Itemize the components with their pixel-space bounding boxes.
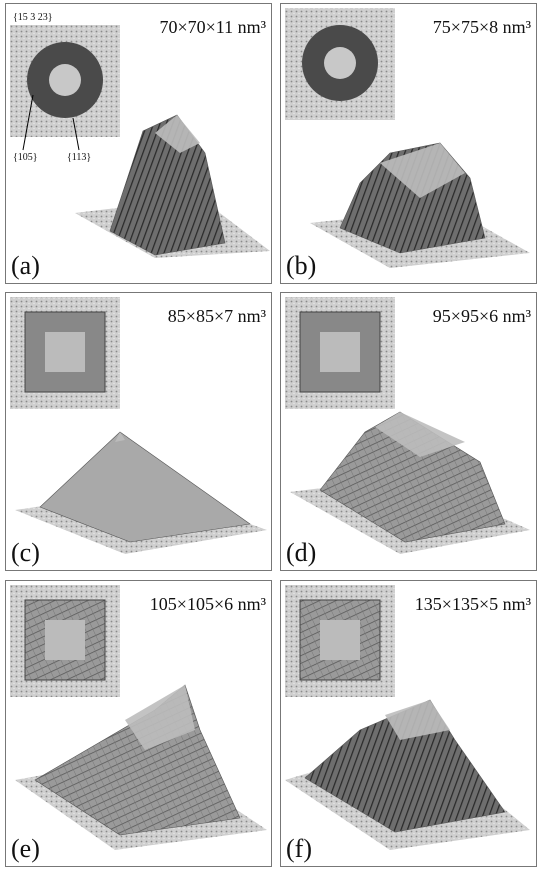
inset-annotation: {113} [67,152,91,163]
inset-island-top [324,47,356,79]
panel: (d) 95×95×6 nm³ [281,293,537,571]
inset-annotation: {105} [13,152,38,163]
figure: (a) 70×70×11 nm³ {15 3 23} {105} {113} (b) 75×… [0,0,541,870]
panel-label: (c) [11,538,40,567]
panel: (b) 75×75×8 nm³ [281,4,537,284]
panel-label: (d) [286,538,316,567]
inset-island-top [45,620,85,660]
inset-island-top [320,620,360,660]
panel-label: (a) [11,251,40,280]
panel-label: (b) [286,251,316,280]
size-label: 105×105×6 nm³ [150,594,267,614]
inset-island-top [45,332,85,372]
size-label: 95×95×6 nm³ [433,306,532,326]
panel: (c) 85×85×7 nm³ [6,293,272,571]
panel: (a) 70×70×11 nm³ {15 3 23} {105} {113} [6,4,272,284]
size-label: 75×75×8 nm³ [433,17,532,37]
inset-island-top [320,332,360,372]
size-label: 135×135×5 nm³ [415,594,532,614]
panel: (f) 135×135×5 nm³ [281,581,537,867]
size-label: 85×85×7 nm³ [168,306,267,326]
size-label: 70×70×11 nm³ [159,17,266,37]
inset-island-top [49,64,81,96]
panel-label: (f) [286,834,312,863]
inset-annotation: {15 3 23} [13,12,53,23]
figure-canvas: (a) 70×70×11 nm³ {15 3 23} {105} {113} (b) 75×… [0,0,541,870]
panel: (e) 105×105×6 nm³ [6,581,272,867]
panel-label: (e) [11,834,40,863]
